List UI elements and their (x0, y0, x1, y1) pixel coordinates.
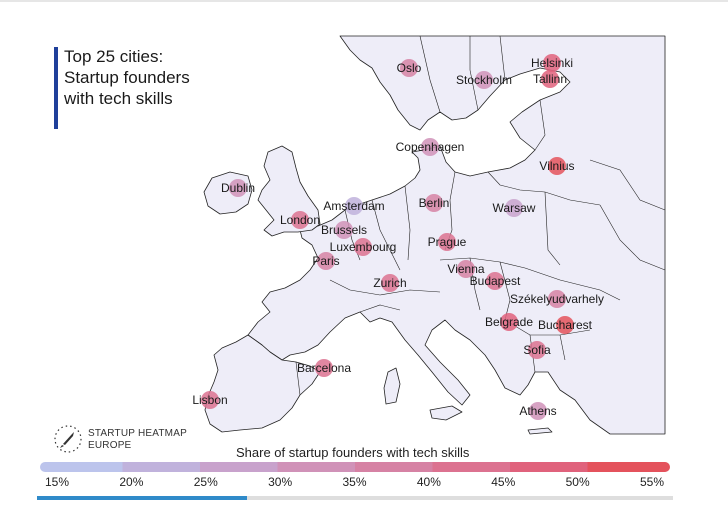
startup-heatmap-logo (50, 423, 180, 455)
legend-title: Share of startup founders with tech skil… (236, 445, 470, 460)
city-label: Belgrade (485, 315, 533, 329)
city-marker[interactable] (548, 290, 566, 308)
legend-segment (355, 462, 433, 472)
city-marker[interactable] (457, 260, 475, 278)
legend-tick-label: 50% (565, 475, 590, 489)
progress-fill (37, 496, 247, 500)
city-label: Budapest (470, 274, 521, 288)
land-iberia (204, 334, 321, 433)
city-label: Székelyudvarhely (510, 292, 604, 306)
city-marker[interactable] (541, 70, 559, 88)
title-line: Top 25 cities: (64, 47, 164, 66)
city-marker[interactable] (291, 211, 309, 229)
city-marker[interactable] (529, 402, 547, 420)
legend-segment (432, 462, 511, 472)
city-marker[interactable] (345, 197, 363, 215)
legend-tick-label: 55% (639, 475, 665, 489)
land-sicily (429, 405, 463, 421)
land-sardinia (383, 367, 401, 405)
city-marker[interactable] (354, 238, 372, 256)
city-label: Dublin (221, 181, 255, 195)
city-marker[interactable] (421, 138, 439, 156)
top-frame-line (0, 0, 728, 2)
city-marker[interactable] (400, 59, 418, 77)
title-line: Startup founders (64, 68, 190, 87)
city-label: Paris (312, 254, 339, 268)
legend-tick-label: 20% (119, 475, 144, 489)
city-marker[interactable] (505, 199, 523, 217)
city-marker[interactable] (486, 272, 504, 290)
city-marker[interactable] (528, 341, 546, 359)
city-label: Prague (428, 235, 467, 249)
city-label: Brussels (321, 223, 367, 237)
legend-cap (660, 462, 670, 472)
legend-segment (45, 462, 123, 472)
city-label: Barcelona (297, 361, 351, 375)
title-accent-bar (54, 47, 58, 129)
city-label: Sofia (523, 343, 551, 357)
city-label: Helsinki (531, 56, 573, 70)
city-label: Luxembourg (330, 240, 397, 254)
city-label: Lisbon (192, 393, 227, 407)
logo-text: STARTUP HEATMAP EUROPE (88, 428, 187, 452)
city-label: Vilnius (539, 159, 574, 173)
land-crete (527, 427, 553, 435)
legend-tick-label: 30% (268, 475, 293, 489)
city-label: Tallinn (533, 72, 567, 86)
city-marker[interactable] (229, 179, 247, 197)
city-marker[interactable] (548, 157, 566, 175)
city-label: Vienna (447, 262, 484, 276)
logo-line: STARTUP HEATMAP (88, 428, 187, 439)
legend-segment (510, 462, 588, 472)
legend-segment (122, 462, 201, 472)
legend-color-scale (40, 462, 670, 472)
city-label: Copenhagen (396, 140, 465, 154)
city-marker[interactable] (201, 391, 219, 409)
city-marker[interactable] (543, 54, 561, 72)
legend-tick-label: 45% (491, 475, 516, 489)
legend-cap (40, 462, 50, 472)
city-marker[interactable] (425, 194, 443, 212)
city-marker[interactable] (438, 233, 456, 251)
legend-tick-label: 15% (44, 475, 70, 489)
logo-line: EUROPE (88, 440, 132, 451)
rocket-icon (54, 425, 82, 453)
city-marker[interactable] (335, 221, 353, 239)
land-layer (203, 35, 666, 435)
legend-segment (200, 462, 278, 472)
city-marker[interactable] (500, 313, 518, 331)
legend-tick-label: 40% (416, 475, 441, 489)
city-label: Berlin (419, 196, 450, 210)
city-marker[interactable] (475, 71, 493, 89)
city-label: Amsterdam (323, 199, 384, 213)
city-label: Athens (519, 404, 556, 418)
city-marker[interactable] (315, 359, 333, 377)
city-markers[interactable]: Oslo Stockholm Helsinki Tallinn Copenhagen Vi… (192, 54, 604, 420)
title-line: with tech skills (64, 89, 173, 108)
city-marker[interactable] (556, 316, 574, 334)
progress-track[interactable] (37, 496, 673, 500)
city-label: Stockholm (456, 73, 512, 87)
city-label: Warsaw (493, 201, 536, 215)
country-borders (295, 35, 666, 396)
legend-tick-label: 25% (193, 475, 218, 489)
legend-segment (277, 462, 356, 472)
city-label: London (280, 213, 320, 227)
city-marker[interactable] (317, 252, 335, 270)
legend-tick-label: 35% (342, 475, 367, 489)
legend-segment (587, 462, 666, 472)
city-label: Zurich (373, 276, 406, 290)
map-title: Top 25 cities: Startup founders with tec… (64, 46, 244, 109)
city-label: Oslo (397, 61, 422, 75)
city-label: Bucharest (538, 318, 593, 332)
city-marker[interactable] (381, 274, 399, 292)
